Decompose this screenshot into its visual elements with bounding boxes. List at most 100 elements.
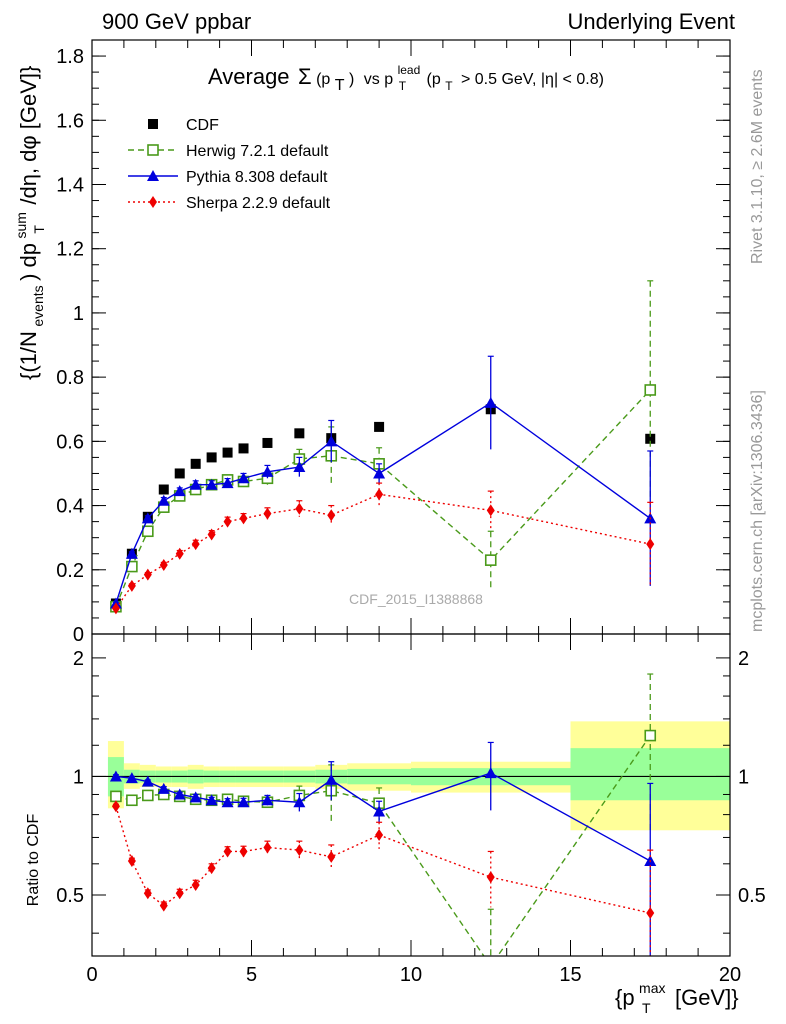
data-point-sherpa [191,538,200,551]
data-point-herwig [142,525,154,538]
y-tick-label: 1.2 [56,239,84,261]
data-point-sherpa [127,579,136,592]
title-lead-sup: lead [398,63,421,77]
ylabel-b-sup: sum [13,212,29,238]
legend-label-pythia: Pythia 8.308 default [186,169,328,186]
data-point-sherpa [375,829,384,842]
data-point-herwig [126,560,138,573]
ylabel-b: ) dp [16,243,41,281]
title-pt: (p [316,71,330,88]
y-axis-label: {(1/N events ) dp sum T /dη, dφ [GeV]} [13,66,48,380]
data-point-pythia [125,547,138,559]
x-tick-label: 15 [559,964,581,986]
legend: CDF Herwig 7.2.1 default Pythia 8.308 defa… [128,117,331,212]
y-tick-label-right: 0.5 [738,885,766,907]
chart-title: Average Σ (p T ) vs p lead T (p T > 0.5 … [208,61,604,94]
data-point-herwig [484,554,497,566]
data-point-pythia [173,788,186,800]
data-point-sherpa [159,558,168,571]
data-point-cdf [174,468,185,479]
series-line-sherpa [115,806,651,914]
y-tick-label: 1 [73,303,84,325]
data-point-pythia [221,796,234,808]
y-tick-label: 0.8 [56,367,84,389]
y-tick-label: 0.5 [56,885,84,907]
x-tick-label: 0 [86,964,97,986]
title-pt-close: ) [349,71,354,88]
y-tick-label: 1.8 [56,46,84,68]
data-point-sherpa [207,862,216,875]
title-cut1-sub: T [445,79,453,93]
title-prefix: Average [208,64,290,89]
data-point-sherpa [239,512,248,525]
main-plot: 0 0.2 0.4 0.6 0.8 1 1.2 1.4 1.6 1.8 [56,39,731,646]
data-point-sherpa [239,845,248,858]
rivet-label: Rivet 3.1.10, ≥ 2.6M events [749,69,766,264]
y-tick-label: 0.6 [56,431,84,453]
data-point-cdf [206,452,217,463]
data-point-pythia [205,794,218,806]
data-point-pythia [237,472,250,484]
data-point-sherpa [175,887,184,900]
data-point-pythia [484,396,497,408]
data-point-sherpa [143,887,152,900]
data-point-cdf [645,433,656,444]
y-tick-label-right: 2 [738,648,749,670]
y-tick-label: 0 [73,624,84,646]
data-point-pythia [373,805,386,817]
data-point-sherpa [127,854,136,867]
xlabel-a-sub: T [642,1000,651,1016]
data-point-cdf [374,421,385,432]
data-point-pythia [141,512,154,524]
title-cut2: > 0.5 GeV, |η| < 0.8) [461,71,604,88]
legend-label-herwig: Herwig 7.2.1 default [186,143,329,160]
data-point-sherpa [375,488,384,501]
header-right: Underlying Event [567,9,735,34]
data-point-pythia [237,796,250,808]
x-tick-label: 20 [719,964,741,986]
data-point-sherpa [327,509,336,522]
y-tick-label-right: 1 [738,766,749,788]
data-point-pythia [293,796,306,808]
x-axis-label: {p max T [GeV]} [615,980,739,1017]
ylabel-a-sub: events [30,285,46,326]
data-point-cdf [294,428,305,439]
data-point-sherpa [111,800,120,813]
legend-marker-pythia [147,170,159,181]
data-point-sherpa [646,907,655,920]
data-point-sherpa [646,538,655,551]
series-line-pythia [115,401,651,604]
y-tick-label: 1.6 [56,110,84,132]
data-point-sherpa [295,844,304,857]
legend-marker-cdf [148,119,158,129]
data-point-pythia [125,772,138,784]
data-point-sherpa [143,568,152,581]
data-point-cdf [262,437,273,448]
data-point-sherpa [223,515,232,528]
data-point-sherpa [327,850,336,863]
y-tick-label: 2 [73,648,84,670]
data-point-sherpa [295,502,304,515]
ylabel-c: /dη, dφ [GeV]} [16,66,41,205]
data-point-pythia [141,775,154,787]
ratio-plot: 0.5 0.51 12 20 5 10 15 20 [56,633,766,986]
ylabel-a: {(1/N [16,331,41,380]
xlabel-b: [GeV]} [675,985,739,1010]
data-point-pythia [261,794,274,806]
plot-area [109,280,657,615]
data-point-herwig [644,384,657,396]
data-point-sherpa [263,507,272,520]
data-point-cdf [158,484,169,495]
xlabel-a-sup: max [639,980,665,996]
y-tick-label: 0.4 [56,496,84,518]
data-point-sherpa [111,602,120,615]
analysis-watermark: CDF_2015_I1388868 [349,591,483,607]
data-point-cdf [238,443,249,454]
data-point-herwig [644,729,657,742]
data-point-sherpa [159,899,168,912]
data-point-sherpa [175,547,184,560]
data-point-pythia [325,435,338,447]
title-sigma: Σ [298,64,312,89]
data-point-sherpa [223,845,232,858]
y-tick-label: 1.4 [56,174,84,196]
